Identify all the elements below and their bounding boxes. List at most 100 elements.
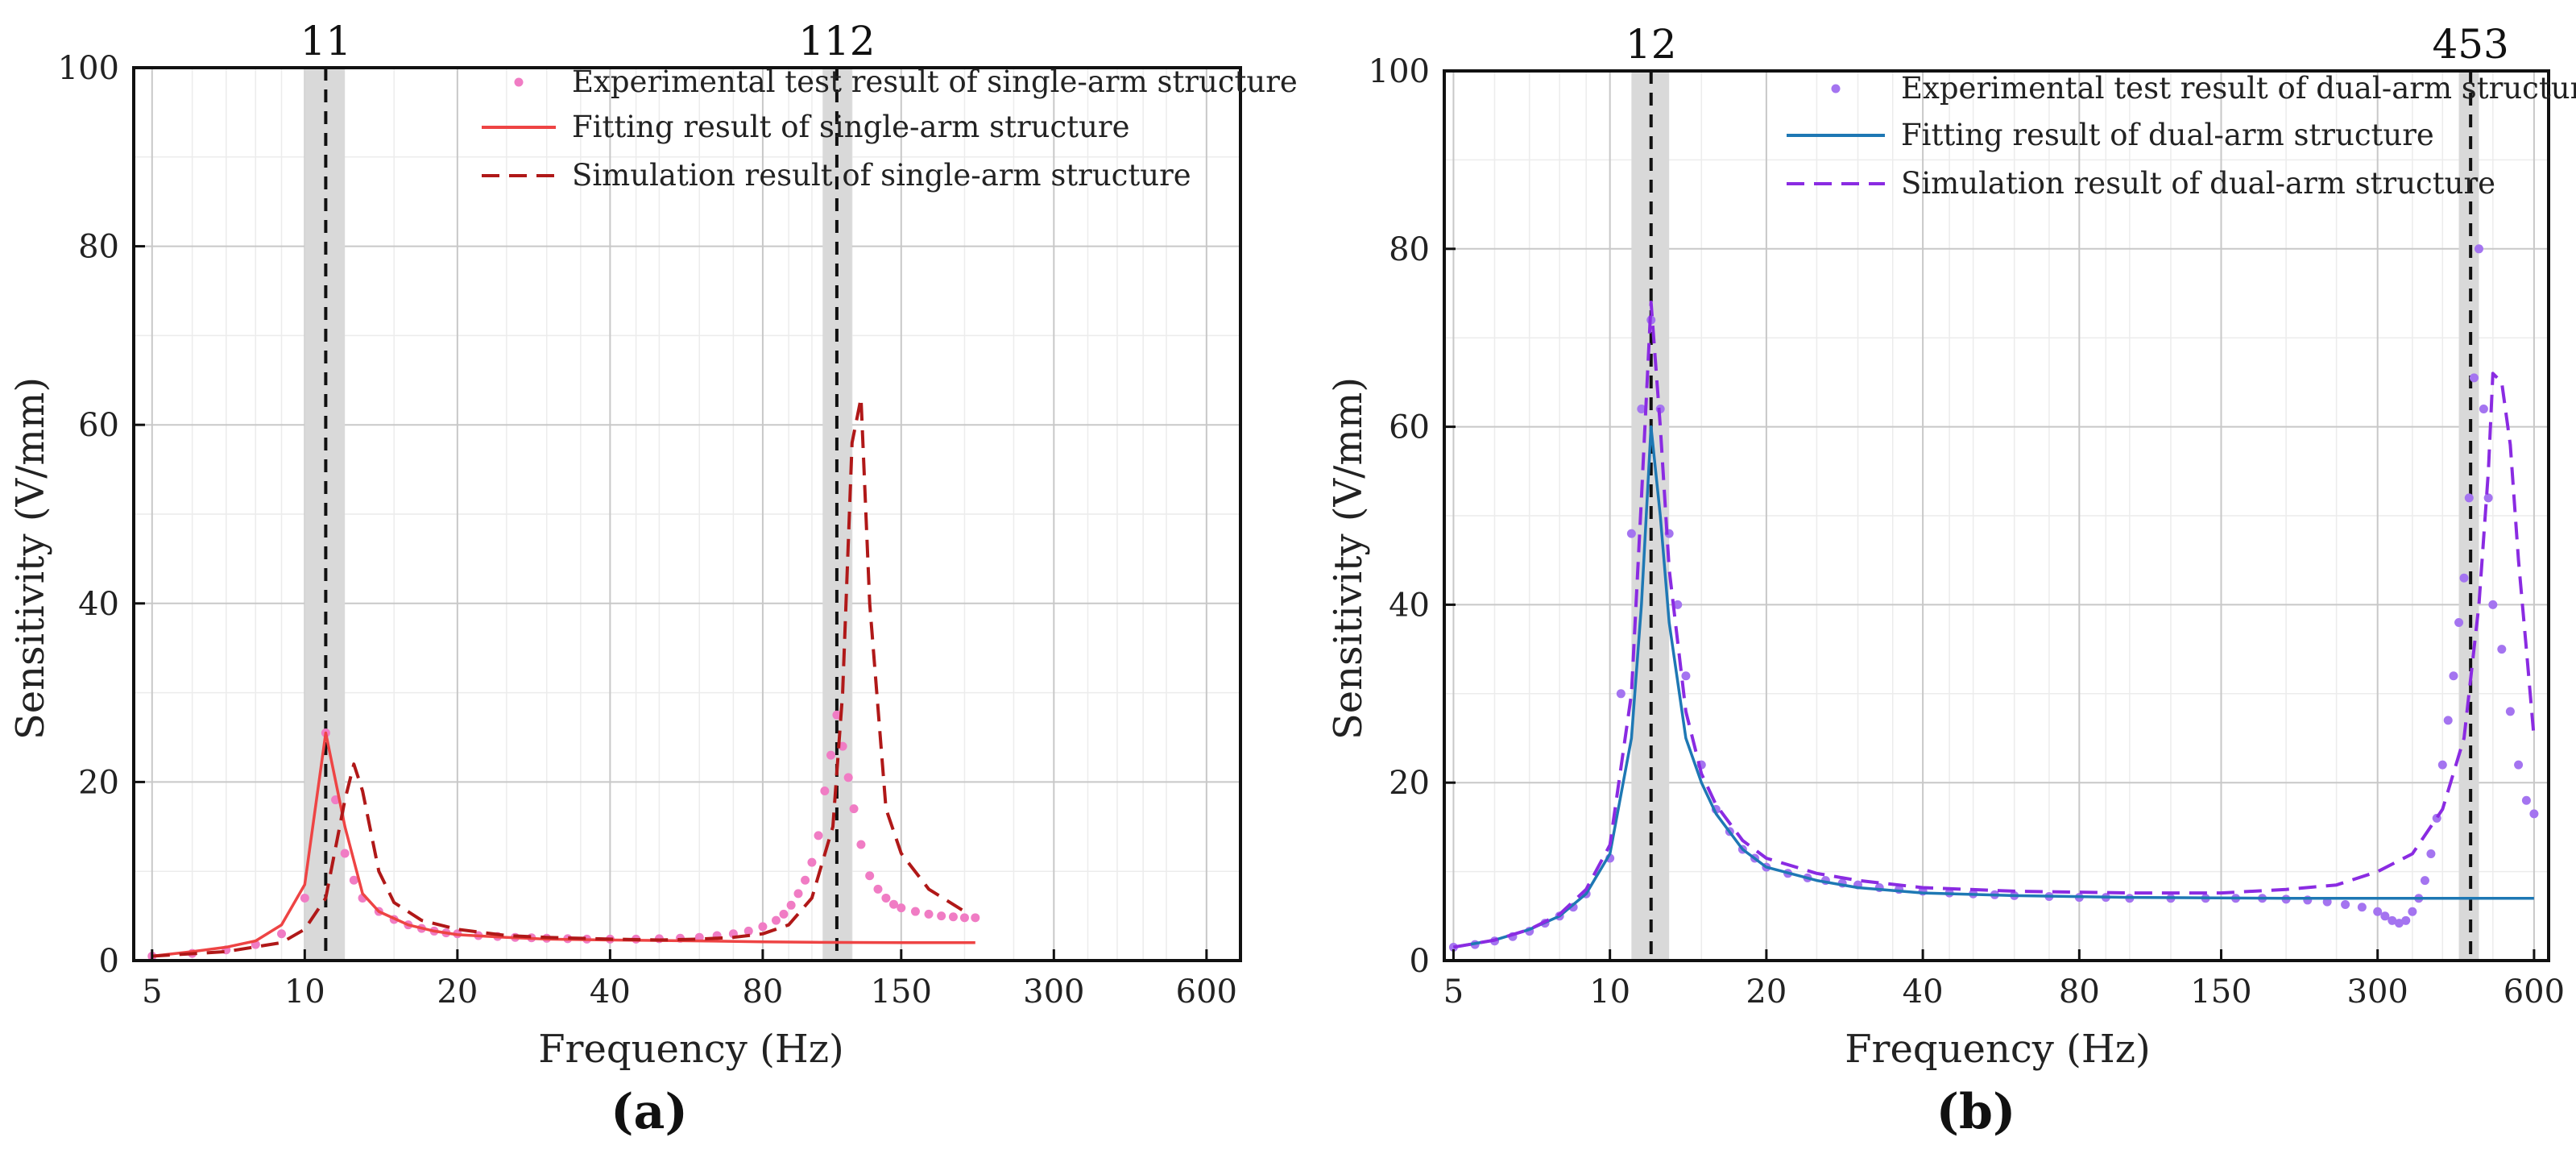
data-point	[2488, 600, 2498, 609]
x-tick-label: 80	[2059, 973, 2100, 1011]
data-point	[897, 903, 906, 913]
x-tick-label: 20	[1746, 973, 1787, 1011]
data-point	[349, 875, 358, 885]
legend-entry: Fitting result of single-arm structure	[572, 110, 1130, 144]
data-point	[865, 871, 875, 881]
data-point	[937, 911, 946, 921]
data-point	[1616, 689, 1626, 699]
x-tick-label: 40	[1903, 973, 1944, 1011]
data-point	[340, 849, 350, 858]
y-tick-label: 80	[1389, 231, 1430, 268]
x-tick-label: 5	[1443, 973, 1464, 1011]
data-point	[2394, 919, 2404, 928]
resonance-label-112: 112	[798, 18, 875, 64]
data-point	[2469, 373, 2479, 383]
x-tick-label: 40	[590, 973, 631, 1011]
x-axis-title-b: Frequency (Hz)	[1845, 1027, 2150, 1072]
data-point	[2454, 617, 2464, 627]
y-tick-label: 20	[1389, 765, 1430, 802]
y-tick-label: 60	[1389, 409, 1430, 446]
data-point	[2437, 760, 2447, 770]
data-point	[948, 912, 958, 922]
y-axis-title-a: Sensitivity (V/mm)	[8, 377, 53, 740]
data-point	[2443, 716, 2453, 725]
data-point	[793, 889, 803, 899]
y-tick-label: 40	[1389, 587, 1430, 624]
legend-entry: Simulation result of single-arm structur…	[572, 158, 1191, 193]
x-tick-label: 300	[1023, 973, 1084, 1011]
data-point	[2341, 899, 2350, 909]
x-tick-label: 600	[1176, 973, 1237, 1011]
data-point	[1681, 671, 1691, 681]
data-point	[2373, 907, 2383, 916]
data-point	[843, 773, 853, 782]
resonance-label-453: 453	[2432, 21, 2508, 68]
data-point	[971, 913, 980, 923]
data-point	[1626, 529, 1636, 538]
series-line-dashed	[1453, 301, 2536, 949]
data-point	[2426, 849, 2436, 859]
data-point	[924, 909, 934, 919]
x-tick-label: 150	[2190, 973, 2251, 1011]
data-point	[1637, 405, 1646, 414]
data-point	[2401, 915, 2411, 925]
resonance-band-453	[2458, 71, 2479, 961]
data-point	[2483, 493, 2493, 503]
panel-label-a: (a)	[611, 1084, 688, 1140]
y-tick-label: 0	[99, 943, 119, 980]
series-line-solid	[151, 731, 975, 958]
data-point	[873, 884, 883, 894]
chart-panel-a: 11 112 5 10 20 40 80 150 300 600 0 20 40 60 80 100 Exper…	[58, 18, 1298, 1011]
x-tick-label: 20	[437, 973, 478, 1011]
y-tick-label: 100	[1369, 53, 1430, 90]
data-point	[743, 926, 753, 936]
data-point	[849, 804, 859, 814]
y-axis-title-b: Sensitivity (V/mm)	[1326, 377, 1371, 740]
data-point	[786, 900, 796, 910]
data-point	[277, 929, 287, 939]
data-point	[758, 922, 768, 932]
data-point	[856, 840, 866, 849]
resonance-label-12: 12	[1626, 21, 1677, 68]
x-tick-label: 10	[1589, 973, 1630, 1011]
data-point	[779, 909, 789, 919]
legend-swatch-dot	[1831, 84, 1841, 93]
plot-frame	[132, 66, 1242, 962]
x-tick-label: 150	[871, 973, 932, 1011]
data-point	[832, 710, 842, 720]
data-point	[2479, 405, 2488, 414]
data-point	[2497, 645, 2507, 654]
series-line-solid	[1453, 425, 2534, 949]
y-tick-label: 20	[78, 764, 119, 801]
y-tick-label: 100	[58, 50, 119, 87]
data-point	[910, 907, 920, 916]
series-line-dashed	[151, 396, 966, 958]
legend-swatch-dot	[514, 77, 524, 87]
data-point	[820, 786, 830, 795]
data-point	[2521, 795, 2531, 805]
data-point	[801, 875, 810, 885]
data-point	[1673, 600, 1683, 609]
x-tick-label: 600	[2504, 973, 2565, 1011]
data-point	[2449, 671, 2458, 681]
plot-frame	[1443, 69, 2550, 962]
data-point	[959, 913, 969, 923]
data-point	[889, 899, 899, 909]
legend-entry: Simulation result of dual-arm structure	[1901, 166, 2495, 201]
legend-b: Experimental test result of dual-arm str…	[1787, 71, 2576, 201]
data-point	[2408, 907, 2417, 916]
x-axis-title-a: Frequency (Hz)	[538, 1027, 843, 1072]
data-point	[2420, 876, 2429, 886]
data-point	[2357, 903, 2367, 912]
y-tick-label: 60	[78, 407, 119, 444]
legend-entry: Fitting result of dual-arm structure	[1901, 118, 2434, 152]
data-point	[771, 915, 781, 925]
data-point	[2505, 707, 2515, 716]
x-tick-label: 300	[2347, 973, 2408, 1011]
y-tick-label: 80	[78, 229, 119, 266]
data-point	[2474, 244, 2483, 254]
data-point	[300, 893, 309, 903]
data-point	[2464, 493, 2474, 503]
x-tick-label: 80	[742, 973, 783, 1011]
legend-entry: Experimental test result of dual-arm str…	[1901, 71, 2576, 106]
